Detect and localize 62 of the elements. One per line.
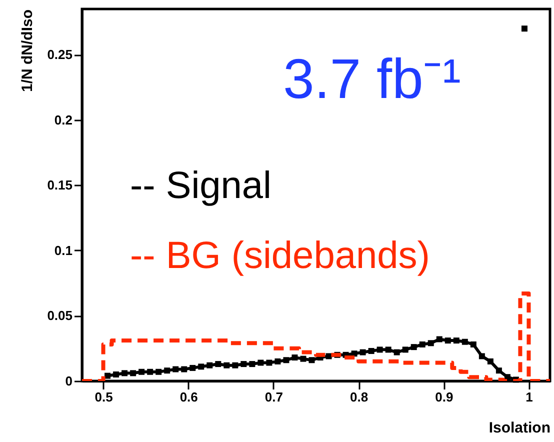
annotation: 3.7 fb⁻¹ [283, 47, 461, 110]
point [138, 368, 145, 375]
point [385, 346, 392, 353]
text: -- Signal [130, 165, 272, 207]
point [402, 346, 408, 353]
point [113, 371, 120, 378]
point [436, 336, 442, 342]
x-tick-label: 0.8 [350, 390, 368, 404]
point [478, 353, 485, 360]
point [487, 358, 494, 364]
point [504, 374, 510, 380]
point [444, 338, 451, 344]
point [104, 372, 111, 379]
point [470, 341, 476, 348]
point [240, 361, 247, 368]
point [164, 368, 170, 374]
x-tick-label: 0.6 [180, 390, 198, 404]
point [496, 368, 502, 374]
point [274, 358, 281, 364]
point [300, 356, 306, 362]
y-tick-label: 0.2 [54, 112, 72, 128]
point [130, 370, 136, 376]
point [249, 361, 256, 368]
point [308, 357, 315, 364]
point [232, 362, 238, 368]
y-tick-label: 0.05 [47, 308, 72, 324]
point [394, 349, 400, 356]
x-axis-title: Isolation [488, 420, 550, 436]
point [283, 357, 290, 364]
point [122, 370, 128, 376]
x-tick-label: 0.5 [94, 390, 113, 404]
point [224, 362, 230, 368]
point [410, 344, 417, 350]
point [462, 338, 468, 345]
y-tick-label: 0.15 [47, 178, 72, 193]
x-tick-label: 0.9 [435, 390, 454, 404]
point [206, 362, 213, 368]
point [453, 338, 460, 344]
point [156, 368, 162, 375]
point [198, 364, 204, 370]
point [376, 346, 383, 353]
point [266, 360, 272, 366]
point [215, 361, 222, 368]
point [147, 368, 154, 375]
point [181, 366, 188, 372]
x-tick-label: 1 [526, 390, 533, 404]
y-axis-title: 1/N dN/dIso [19, 10, 36, 92]
point [360, 349, 366, 356]
x-tick-label: 0.7 [264, 390, 283, 404]
point [258, 360, 264, 366]
point [292, 354, 298, 361]
point [172, 366, 179, 372]
y-tick-label: 0 [65, 374, 72, 388]
y-tick-label: 0.1 [54, 242, 72, 258]
point [351, 350, 358, 357]
point [428, 340, 434, 346]
point [190, 364, 196, 371]
point [419, 341, 426, 348]
series-label: -- BG (sidebands) [130, 235, 430, 277]
y-tick-label: 0.25 [47, 47, 72, 62]
point [521, 26, 528, 32]
point [368, 348, 374, 354]
